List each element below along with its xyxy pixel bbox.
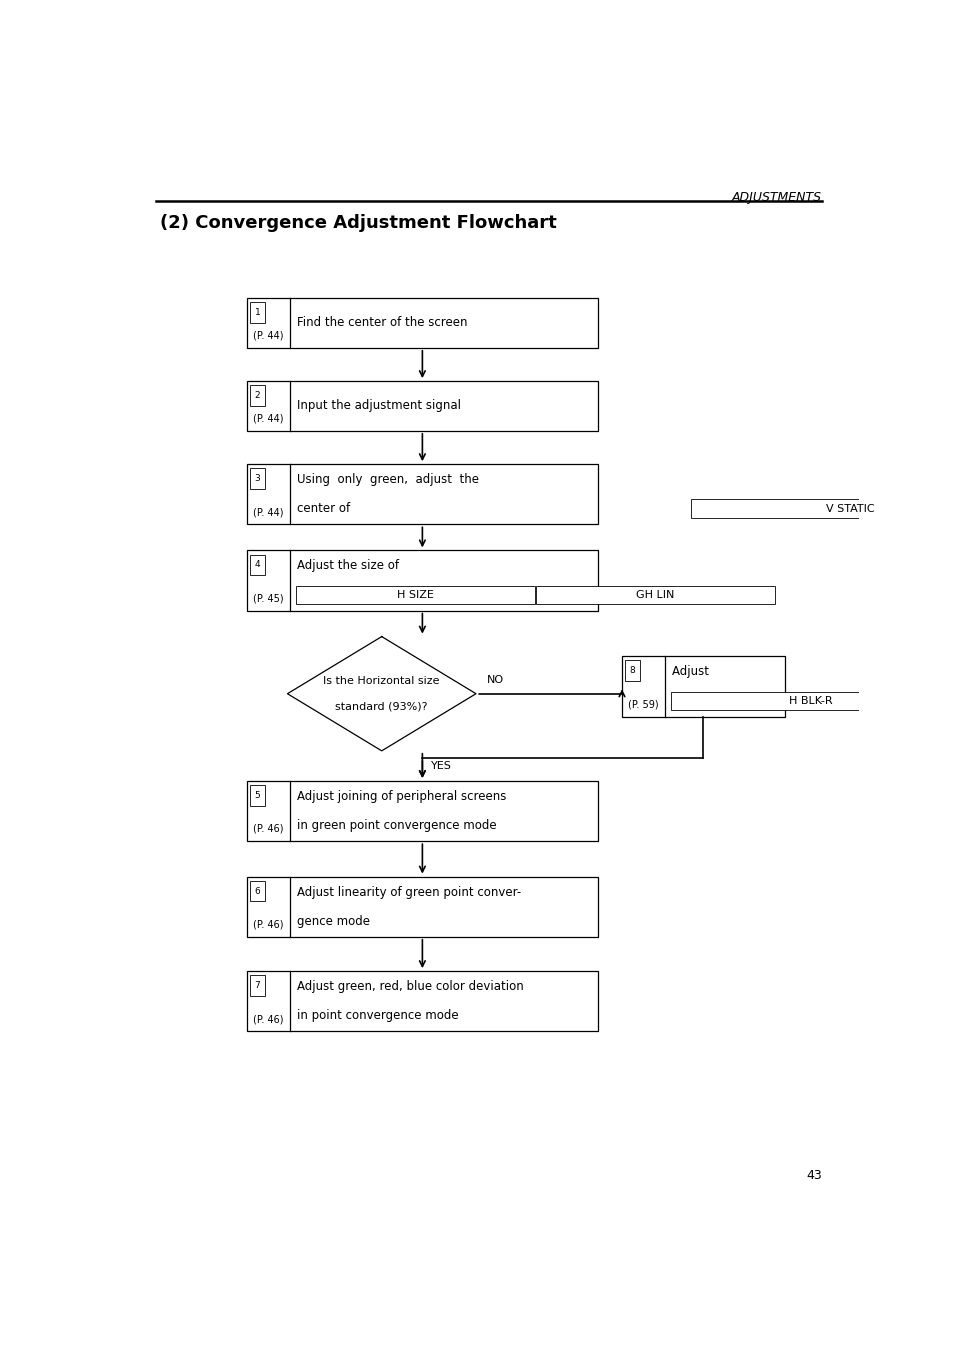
Text: 7: 7	[254, 981, 260, 990]
Text: NO: NO	[487, 676, 504, 685]
Text: gence mode: gence mode	[296, 915, 370, 928]
Bar	[250, 785, 265, 805]
Bar	[247, 781, 598, 842]
Bar	[250, 302, 265, 322]
Text: Using  only  green,  adjust  the: Using only green, adjust the	[296, 473, 478, 486]
Text: Adjust green, red, blue color deviation: Adjust green, red, blue color deviation	[296, 981, 523, 993]
Text: 8: 8	[629, 666, 635, 676]
Bar	[947, 662, 953, 681]
Text: 6: 6	[254, 886, 260, 896]
Text: (P. 46): (P. 46)	[253, 1014, 283, 1024]
Text: (P. 46): (P. 46)	[253, 824, 283, 834]
Text: Is the Horizontal size: Is the Horizontal size	[323, 676, 439, 687]
Text: Adjust joining of peripheral screens: Adjust joining of peripheral screens	[296, 791, 506, 803]
Bar	[621, 657, 783, 716]
Text: H BLK-R: H BLK-R	[788, 696, 832, 706]
Text: (P. 59): (P. 59)	[627, 699, 659, 710]
Text: 43: 43	[805, 1170, 821, 1182]
Text: ADJUSTMENTS: ADJUSTMENTS	[731, 192, 821, 204]
Text: (P. 44): (P. 44)	[253, 331, 283, 340]
Bar	[671, 692, 949, 711]
Bar	[247, 298, 598, 348]
Text: 1: 1	[254, 308, 260, 317]
Text: center of: center of	[296, 502, 354, 515]
Text: H SIZE: H SIZE	[396, 590, 434, 600]
Bar	[247, 380, 598, 430]
Bar	[250, 881, 265, 901]
Bar	[536, 585, 774, 604]
Bar	[247, 971, 598, 1031]
Text: 3: 3	[254, 475, 260, 483]
Bar	[295, 585, 535, 604]
Bar	[250, 386, 265, 406]
Text: Input the adjustment signal: Input the adjustment signal	[296, 399, 460, 413]
Text: 5: 5	[254, 791, 260, 800]
Bar	[624, 661, 639, 681]
Text: Adjust: Adjust	[672, 665, 712, 679]
Text: (P. 45): (P. 45)	[253, 594, 283, 603]
Bar	[247, 550, 598, 611]
Text: (P. 44): (P. 44)	[253, 507, 283, 517]
Bar	[247, 464, 598, 525]
Bar	[250, 975, 265, 996]
Text: 4: 4	[254, 560, 260, 569]
Text: in green point convergence mode: in green point convergence mode	[296, 819, 497, 832]
Bar	[691, 499, 953, 518]
Text: GH LIN: GH LIN	[636, 590, 674, 600]
Text: YES: YES	[431, 761, 452, 772]
Text: (P. 46): (P. 46)	[253, 920, 283, 929]
Text: Find the center of the screen: Find the center of the screen	[296, 317, 467, 329]
Text: V STATIC: V STATIC	[825, 503, 874, 514]
Text: in point convergence mode: in point convergence mode	[296, 1009, 458, 1023]
Text: (2) Convergence Adjustment Flowchart: (2) Convergence Adjustment Flowchart	[160, 213, 557, 232]
Text: (P. 44): (P. 44)	[253, 414, 283, 424]
Text: standard (93%)?: standard (93%)?	[335, 701, 428, 711]
Text: 2: 2	[254, 391, 260, 401]
Text: Adjust the size of: Adjust the size of	[296, 560, 402, 572]
Bar	[250, 468, 265, 490]
Text: Adjust linearity of green point conver-: Adjust linearity of green point conver-	[296, 885, 520, 898]
Bar	[247, 877, 598, 936]
Bar	[250, 554, 265, 575]
